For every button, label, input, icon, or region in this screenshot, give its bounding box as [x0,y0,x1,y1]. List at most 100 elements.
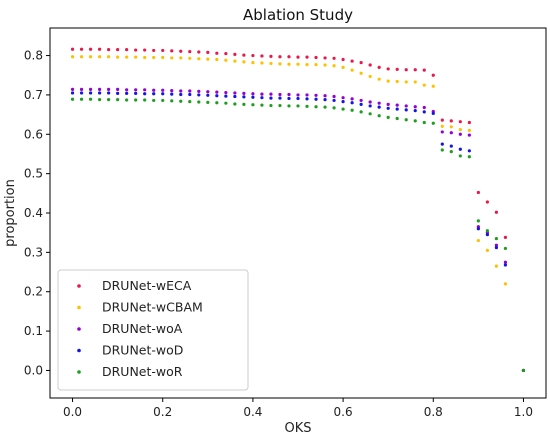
data-point [278,96,282,100]
data-point [305,55,309,59]
data-point [143,55,147,60]
data-point [206,93,210,97]
data-point [476,190,480,195]
data-point [125,91,129,95]
data-point [431,121,435,125]
x-axis-label: OKS [284,421,311,436]
data-point [242,95,246,99]
data-point [350,68,354,72]
data-point [98,91,102,95]
data-point [98,47,102,51]
data-point [125,98,129,102]
series-DRUNet-woA [70,87,526,373]
legend-marker [77,370,81,374]
legend-marker [77,305,81,310]
data-point [413,80,417,84]
data-point [70,87,75,92]
data-point [152,98,156,103]
x-tick-label: 1.0 [514,405,533,419]
data-point [161,55,165,60]
data-point [161,48,165,53]
data-point [170,56,174,60]
data-point [341,107,345,111]
data-point [422,105,426,110]
data-point [395,107,399,111]
data-point [350,59,354,63]
x-axis: 0.0 0.2 0.4 0.6 0.8 1.0 [63,398,533,419]
y-tick-label: 0.0 [24,363,43,377]
data-point [431,111,435,116]
data-point [251,53,255,58]
data-point [260,103,264,107]
data-point [287,92,291,97]
data-point [386,115,390,119]
data-point [467,155,471,159]
data-point [341,96,345,100]
legend-label: DRUNet-woR [102,364,183,379]
data-point [278,92,282,97]
data-point [440,124,444,129]
data-point [377,65,381,69]
data-point [521,368,526,373]
data-point [458,120,462,124]
data-point [431,73,435,77]
data-point [125,55,129,59]
data-point [359,102,363,106]
data-point [188,56,192,60]
data-point [476,219,480,223]
data-point [368,74,372,79]
legend-label: DRUNet-woA [102,321,183,336]
data-point [503,282,508,286]
data-point [323,63,327,67]
data-point [422,68,426,72]
series-DRUNet-woD [70,91,526,373]
data-point [116,91,120,95]
data-point [323,105,327,109]
data-point [440,142,444,146]
data-point [125,88,129,92]
data-point [233,91,237,95]
data-point [458,154,462,158]
data-point [359,61,363,65]
data-point [224,94,228,98]
series-DRUNet-woR [70,97,526,373]
data-point [278,103,282,108]
data-point [179,92,183,97]
data-point [260,92,264,96]
data-point [404,104,408,108]
data-point [467,133,471,137]
data-point [197,100,201,104]
data-point [79,91,84,95]
data-point [143,92,147,96]
data-point [332,106,336,110]
data-point [107,91,111,95]
y-tick-label: 0.5 [24,167,43,181]
data-point [152,48,156,53]
data-point [206,100,210,104]
data-point [287,104,291,108]
data-point [79,87,84,92]
data-point [242,53,246,57]
data-point [197,50,201,54]
data-point [467,149,471,153]
data-point [88,87,93,92]
data-point [215,101,219,105]
data-point [287,55,291,59]
data-point [170,99,174,103]
data-point [233,59,237,63]
data-point [494,243,498,247]
data-point [143,88,147,92]
data-point [107,48,111,52]
data-point [152,88,156,92]
data-point [404,68,408,72]
y-tick-label: 0.4 [24,206,43,220]
data-point [116,98,120,102]
data-point [296,96,300,101]
data-point [79,97,84,101]
data-point [422,83,426,87]
legend-marker [77,327,81,331]
data-point [296,62,300,66]
y-tick-label: 0.1 [24,324,43,338]
data-point [503,235,508,240]
